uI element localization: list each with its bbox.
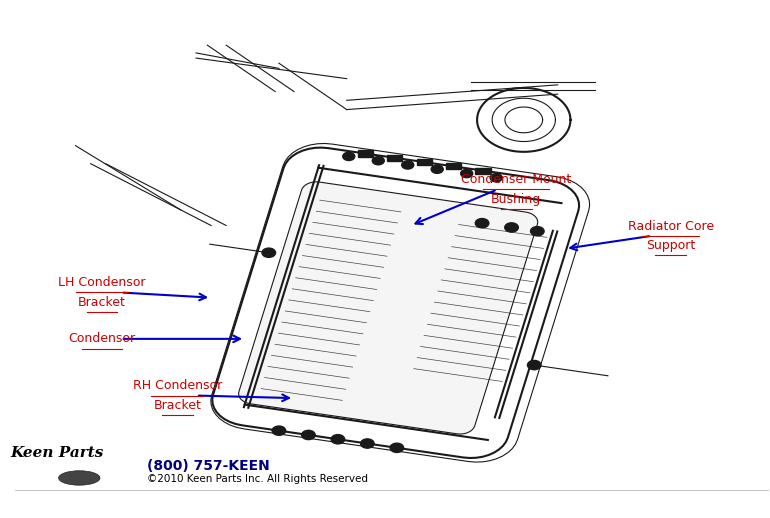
- Text: Radiator Core: Radiator Core: [628, 220, 714, 233]
- Circle shape: [272, 426, 286, 435]
- Text: Condenser Mount: Condenser Mount: [461, 173, 571, 186]
- Bar: [417, 159, 431, 165]
- Text: ©2010 Keen Parts Inc. All Rights Reserved: ©2010 Keen Parts Inc. All Rights Reserve…: [147, 473, 368, 484]
- Text: Keen Parts: Keen Parts: [10, 447, 103, 461]
- Circle shape: [402, 161, 413, 169]
- Text: Condensor: Condensor: [69, 333, 136, 346]
- Circle shape: [531, 226, 544, 236]
- Text: RH Condensor: RH Condensor: [132, 379, 222, 392]
- Text: LH Condensor: LH Condensor: [59, 276, 146, 289]
- Circle shape: [431, 165, 444, 174]
- Circle shape: [343, 152, 355, 161]
- Bar: [387, 155, 402, 161]
- Bar: [475, 167, 490, 174]
- Circle shape: [331, 435, 345, 444]
- Circle shape: [262, 248, 276, 257]
- Bar: [446, 163, 461, 169]
- Circle shape: [460, 169, 473, 178]
- Circle shape: [475, 219, 489, 228]
- Ellipse shape: [59, 471, 100, 485]
- Circle shape: [490, 174, 502, 182]
- Bar: [357, 150, 373, 156]
- Text: (800) 757-KEEN: (800) 757-KEEN: [147, 459, 270, 473]
- Circle shape: [505, 223, 518, 232]
- Text: Bracket: Bracket: [153, 399, 201, 412]
- Text: Bracket: Bracket: [78, 296, 126, 309]
- Circle shape: [360, 439, 374, 448]
- Circle shape: [390, 443, 403, 452]
- Circle shape: [372, 156, 384, 165]
- Circle shape: [302, 430, 315, 440]
- Circle shape: [527, 361, 541, 370]
- Text: Support: Support: [646, 239, 695, 252]
- Text: Bushing: Bushing: [491, 193, 541, 206]
- Polygon shape: [239, 182, 537, 434]
